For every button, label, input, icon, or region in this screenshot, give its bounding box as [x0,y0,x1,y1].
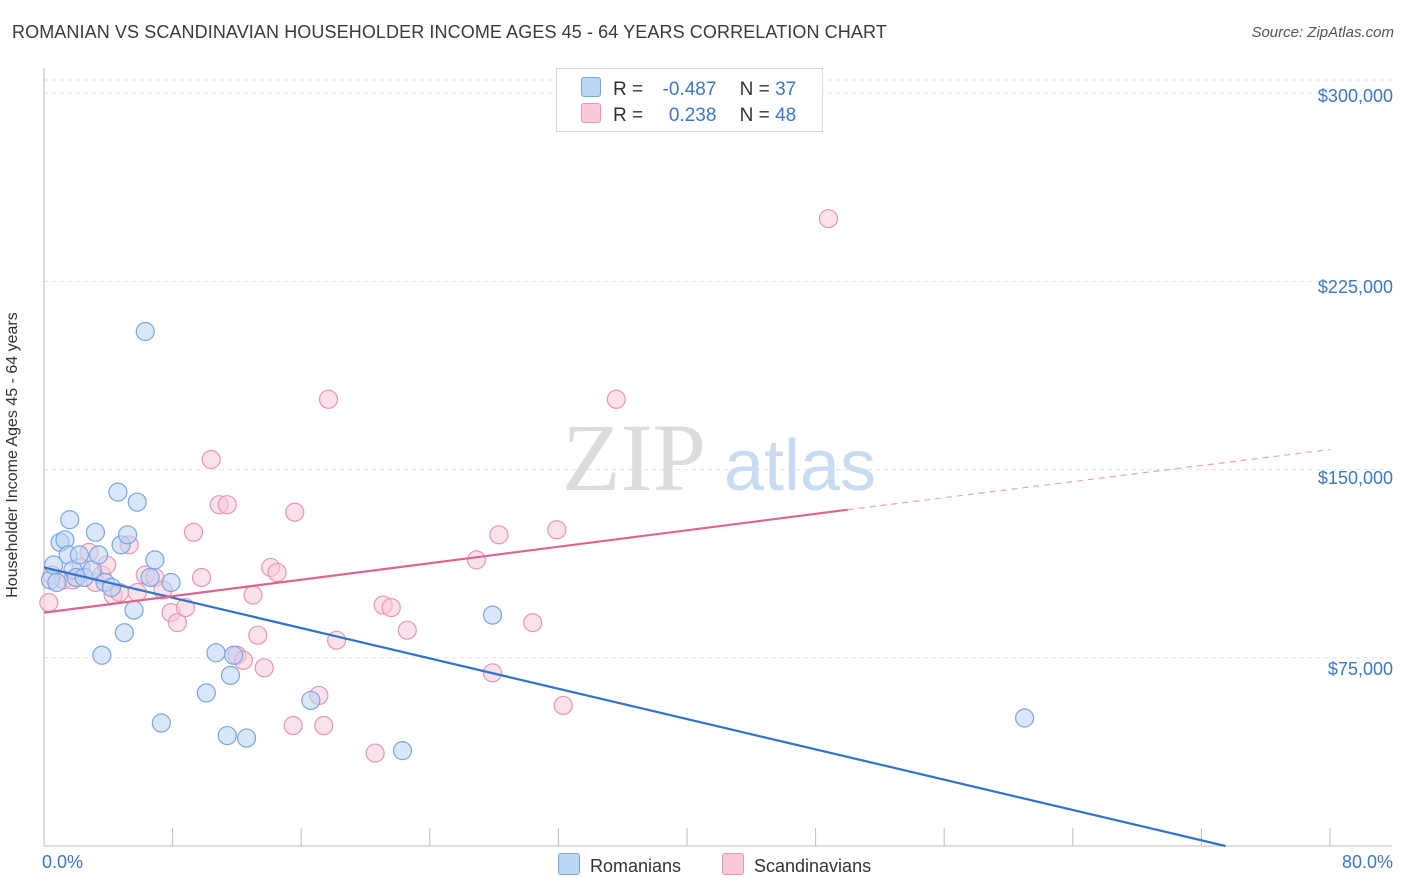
romanians-point-36 [482,605,503,625]
scandinavians-legend-swatch [722,853,744,875]
scandinavians-point-28 [254,658,274,678]
scandinavians-point-34 [314,715,334,736]
x-tick-label-min: 0.0% [42,852,84,872]
romanians-point-33 [236,728,257,748]
scandinavians-point-41 [466,550,487,570]
scandinavians-point-45 [547,520,567,540]
romanians-n-value: 37 [775,79,797,100]
scandinavians-point-32 [285,502,305,522]
scandinavians-points [39,208,839,763]
romanians-point-37 [1014,708,1035,728]
romanians-point-32 [217,725,237,746]
romanians-point-6 [60,510,80,530]
chart-title: ROMANIAN VS SCANDINAVIAN HOUSEHOLDER INC… [12,22,887,42]
scandinavians-point-37 [365,743,385,763]
y-tick-label-150000: $150,000 [1317,468,1393,488]
scandinavians-point-20 [191,567,212,588]
romanians-point-22 [127,492,147,512]
scandinavians-point-0 [39,592,59,613]
romanians-trend-line [43,566,1226,848]
series-legend-scandinavians: Scandinavians [722,853,871,877]
legend-r-label: R = [613,79,644,100]
scandinavians-legend-label: Scandinavians [754,856,872,876]
scandinavians-point-19 [183,522,204,542]
scandinavians-point-26 [243,585,263,605]
stats-legend: R = -0.487 N = 37 R = 0.238 N = 48 [556,68,823,132]
scandinavians-point-30 [267,562,287,583]
romanians-legend-label: Romanians [590,856,682,876]
series-legend-romanians: Romanians [558,853,681,877]
scandinavians-point-21 [201,449,221,470]
scandinavians-point-47 [606,389,626,409]
romanians-point-26 [151,713,171,733]
scandinavians-point-40 [397,620,417,640]
romanians-points [40,321,1035,761]
romanians-point-13 [89,545,109,565]
scandinavians-point-27 [248,625,268,645]
legend-r-label: R = [613,105,644,126]
trend-lines [43,448,1331,848]
romanians-swatch [581,77,601,97]
source-note: Source: ZipAtlas.com [1251,24,1394,41]
watermark-zip: ZIP [562,404,706,511]
scandinavians-point-18 [175,597,196,618]
romanians-legend-swatch [558,853,580,875]
scandinavians-point-31 [283,715,303,736]
romanians-point-24 [140,567,160,588]
romanians-point-35 [392,741,413,761]
y-tick-label-225000: $225,000 [1317,277,1393,297]
legend-row-romanians: R = -0.487 N = 37 [581,77,796,101]
romanians-point-9 [69,545,89,565]
romanians-point-21 [124,600,144,620]
scandinavians-point-44 [523,613,543,633]
legend-n-label: N = [739,105,770,126]
romanians-point-14 [92,645,112,665]
romanians-point-19 [114,623,134,643]
romanians-point-25 [145,550,165,570]
scandinavians-point-35 [318,389,339,409]
watermark: ZIP atlas [562,404,876,511]
romanians-point-30 [220,665,241,685]
grid-lines [44,79,1392,659]
y-tick-label-75000: $75,000 [1327,659,1393,679]
scandinavians-point-39 [381,597,401,618]
legend-row-scandinavians: R = 0.238 N = 48 [581,103,796,127]
scandinavians-swatch [581,103,601,123]
scandinavians-point-43 [489,525,509,545]
romanians-point-34 [301,690,321,711]
romanians-point-17 [108,482,128,502]
scandinavians-point-46 [553,695,573,716]
watermark-atlas: atlas [724,426,876,506]
scandinavians-n-value: 48 [775,105,797,126]
scandinavians-point-23 [217,495,237,515]
romanians-point-23 [135,321,155,342]
romanians-r-value: -0.487 [662,79,717,100]
romanians-point-20 [117,525,138,545]
scandinavians-r-value: 0.238 [668,105,717,126]
romanians-point-28 [196,683,216,703]
romanians-point-29 [206,643,226,663]
scandinavians-point-48 [818,208,839,229]
scandinavians-trend-line [43,508,848,614]
y-tick-label-300000: $300,000 [1317,86,1393,106]
romanians-point-31 [224,645,244,665]
romanians-point-12 [85,522,106,542]
x-tick-label-max: 80.0% [1341,852,1393,872]
scandinavians-point-17 [167,613,188,633]
axes [43,68,1392,847]
romanians-point-2 [47,572,67,593]
legend-n-label: N = [739,79,770,100]
romanians-point-27 [161,572,181,593]
scandinavians-trend-extension [847,448,1331,511]
y-axis-label: Householder Income Ages 45 - 64 years [4,312,21,598]
